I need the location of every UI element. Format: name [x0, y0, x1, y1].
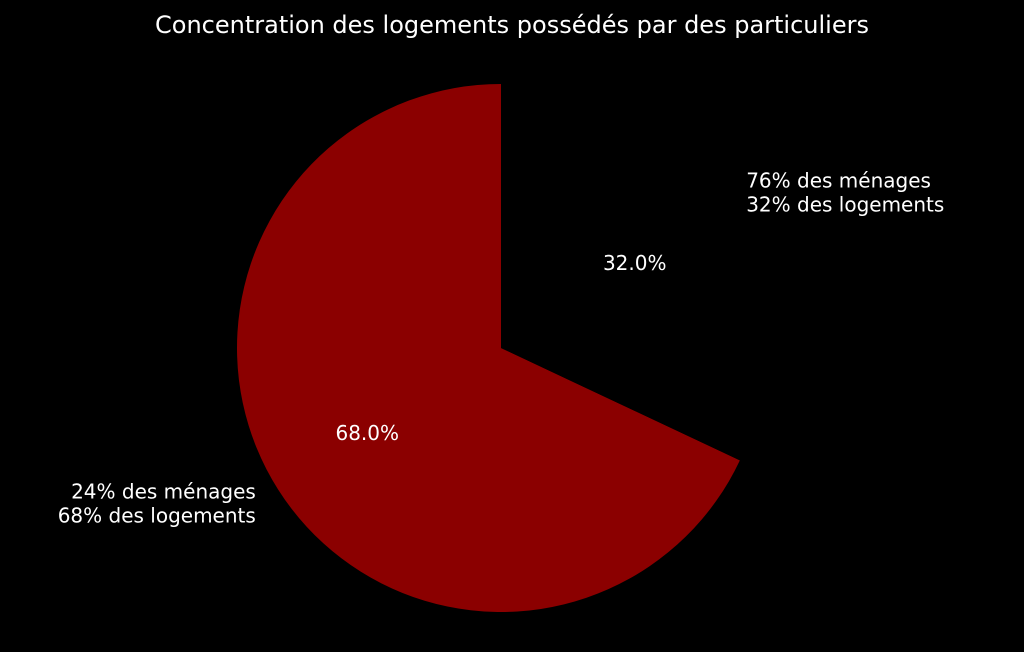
pie-labels: 68.0% 24% des ménages 68% des logements 32.… [58, 168, 945, 527]
pie-slice-0-label-line-1: 68% des logements [58, 504, 256, 528]
pie-slice-1 [501, 84, 765, 461]
pie-slice-0-percent: 68.0% [335, 421, 399, 445]
chart-title: Concentration des logements possédés par… [155, 11, 869, 39]
pie-slice-1-label-line-0: 76% des ménages [746, 168, 931, 192]
pie-slice-0-label: 24% des ménages 68% des logements [58, 480, 256, 528]
pie-slice-1-label: 76% des ménages 32% des logements [746, 168, 944, 216]
pie-slice-1-label-line-1: 32% des logements [746, 192, 944, 216]
pie-slice-0 [237, 84, 740, 612]
pie-slices [237, 84, 765, 612]
pie-slice-0-label-line-0: 24% des ménages [71, 480, 256, 504]
pie-slice-1-percent: 32.0% [603, 251, 667, 275]
